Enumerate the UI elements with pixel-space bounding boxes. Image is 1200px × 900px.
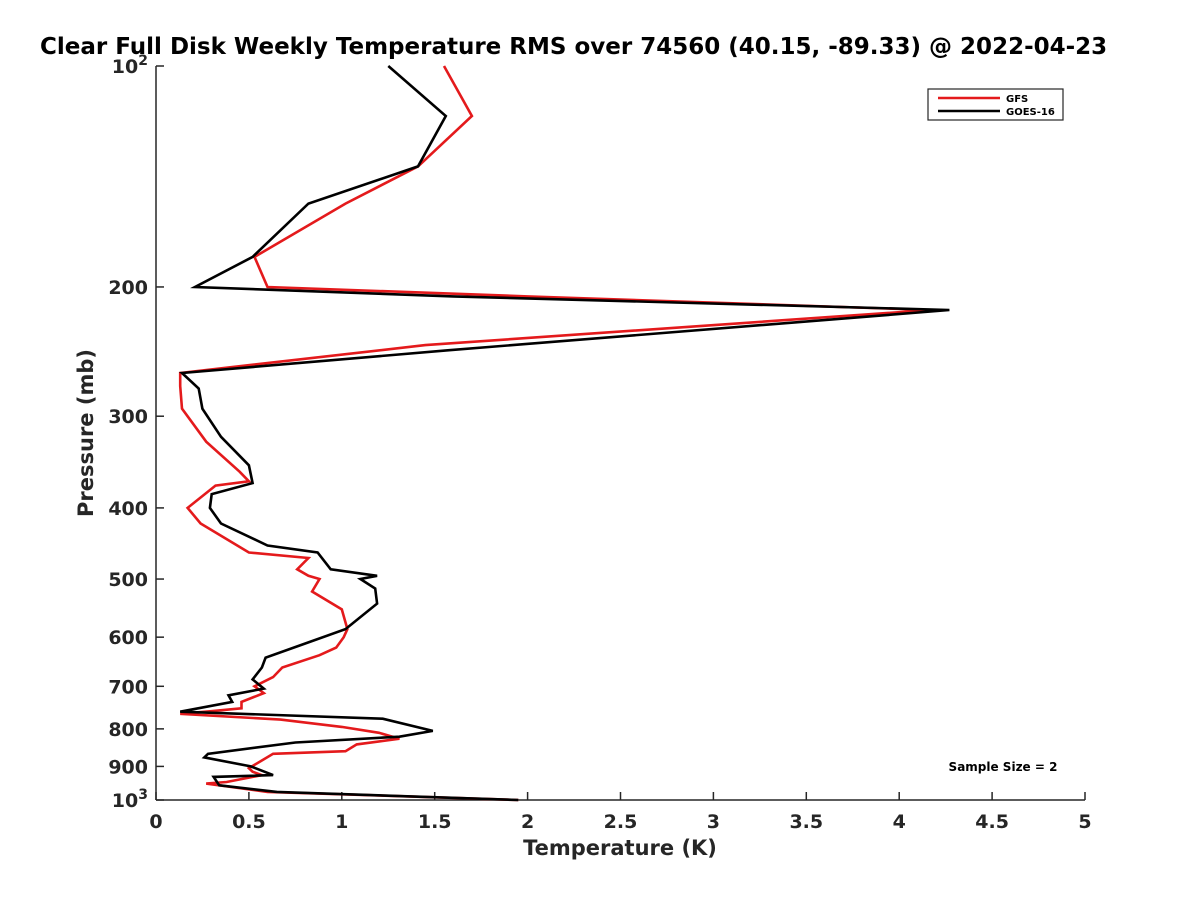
plot-area: 0 0.5 1 1.5 2 2.5 3 3.5 4 4.5 5 102 200 300 400 500 600 7… [108, 53, 1091, 833]
y-tick-label: 600 [108, 627, 148, 649]
x-tick-label: 4 [893, 811, 906, 833]
x-axis-label: Temperature (K) [523, 836, 717, 860]
y-tick-label: 500 [108, 569, 148, 591]
y-tick-label: 700 [108, 676, 148, 698]
x-tick-label: 3 [707, 811, 720, 833]
legend-label: GOES-16 [1006, 107, 1055, 118]
y-tick-label: 200 [108, 277, 148, 299]
x-tick-label: 1.5 [418, 811, 452, 833]
x-tick-label: 1 [335, 811, 348, 833]
y-axis-label: Pressure (mb) [74, 349, 98, 517]
y-tick-label: 102 [112, 53, 148, 78]
y-tick-label: 300 [108, 406, 148, 428]
chart-title: Clear Full Disk Weekly Temperature RMS o… [40, 34, 1107, 60]
series-line-goes-16 [178, 65, 950, 802]
y-tick-label: 900 [108, 756, 148, 778]
x-tick-label: 5 [1078, 811, 1091, 833]
y-tick-label: 400 [108, 498, 148, 520]
x-tick-label: 0.5 [232, 811, 266, 833]
x-tick-label: 3.5 [789, 811, 823, 833]
x-tick-label: 4.5 [975, 811, 1009, 833]
legend-label: GFS [1006, 94, 1028, 105]
x-tick-label: 2.5 [604, 811, 638, 833]
y-tick-label: 800 [108, 719, 148, 741]
y-tick-label: 103 [112, 787, 148, 812]
x-tick-label: 2 [521, 811, 534, 833]
sample-size-annotation: Sample Size = 2 [949, 760, 1058, 774]
x-tick-label: 0 [149, 811, 162, 833]
legend-box [927, 88, 1064, 121]
legend: GFS GOES-16 [927, 88, 1064, 121]
